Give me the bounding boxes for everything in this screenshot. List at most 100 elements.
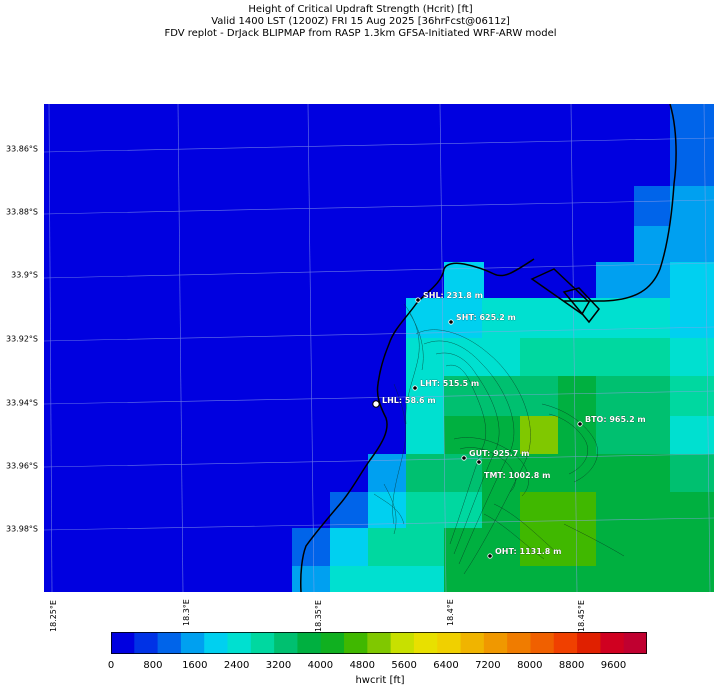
- colorbar-tick-label: 1600: [182, 660, 208, 671]
- colorbar-swatch: [250, 632, 275, 654]
- hcrit-cell: [444, 566, 714, 592]
- hcrit-cell: [670, 104, 714, 136]
- colorbar-swatch: [600, 632, 625, 654]
- lat-label: 33.92°S: [6, 334, 38, 344]
- station-label: SHL: 231.8 m: [423, 291, 483, 300]
- station-label: OHT: 1131.8 m: [495, 547, 562, 556]
- hcrit-cell: [368, 492, 406, 528]
- colorbar-swatch: [507, 632, 531, 654]
- colorbar-swatch: [553, 632, 578, 654]
- hcrit-cell: [406, 338, 520, 376]
- colorbar-tick-label: 5600: [391, 660, 417, 671]
- hcrit-cell: [292, 528, 330, 566]
- map-source: FDV replot - DrJack BLIPMAP from RASP 1.…: [164, 28, 557, 39]
- colorbar-swatch: [297, 632, 322, 654]
- colorbar-tick-label: 8800: [558, 660, 585, 671]
- colorbar-swatch: [367, 632, 392, 654]
- map-frame[interactable]: SHL: 231.8 m SHT: 625.2 m LHT: 515.5 m LHL:…: [44, 104, 714, 592]
- station-label: TMT: 1002.8 m: [484, 471, 550, 480]
- lat-label: 33.88°S: [6, 207, 38, 217]
- lat-label: 33.9°S: [11, 270, 38, 280]
- colorbar-swatch: [437, 632, 462, 654]
- lat-label: 33.96°S: [6, 461, 38, 471]
- hcrit-cell: [670, 186, 714, 226]
- hcrit-cell: [482, 492, 520, 528]
- colorbar-border: [111, 632, 647, 654]
- hcrit-cell: [596, 492, 714, 528]
- terrain-contours: [373, 303, 625, 575]
- hcrit-cell: [558, 416, 596, 454]
- lat-label: 33.94°S: [6, 398, 38, 408]
- hcrit-cell: [670, 416, 714, 454]
- lon-label: 18.35°E: [314, 600, 323, 632]
- lat-label: 33.86°S: [6, 144, 38, 154]
- station-marker[interactable]: [476, 459, 482, 465]
- colorbar-tick-label: 2400: [223, 660, 250, 671]
- lon-label: 18.25°E: [49, 600, 58, 632]
- station-marker[interactable]: [461, 455, 467, 461]
- hcrit-cell: [406, 492, 482, 528]
- lon-label: 18.4°E: [446, 599, 455, 626]
- colorbar-swatch: [413, 632, 438, 654]
- colorbar-swatch: [320, 632, 345, 654]
- hcrit-cell: [292, 566, 330, 592]
- station-marker[interactable]: [412, 385, 418, 391]
- colorbar-swatch: [483, 632, 508, 654]
- colorbar-tick-label: 4800: [349, 660, 376, 671]
- colorbar-tick-label: 800: [143, 660, 163, 671]
- hcrit-cell: [670, 298, 714, 338]
- hcrit-map[interactable]: SHL: 231.8 m SHT: 625.2 m LHT: 515.5 m LHL:…: [44, 104, 714, 592]
- colorbar-swatch: [274, 632, 298, 654]
- hcrit-cell: [330, 566, 444, 592]
- colorbar-tick-label: 0: [107, 660, 115, 671]
- hcrit-cell: [520, 416, 558, 454]
- hcrit-cell: [670, 376, 714, 416]
- station-label: BTO: 965.2 m: [585, 415, 646, 424]
- lon-label: 18.3°E: [182, 599, 191, 626]
- station-marker[interactable]: [487, 553, 493, 559]
- hcrit-cell: [634, 186, 672, 228]
- colorbar-swatch: [157, 632, 182, 654]
- hcrit-cell: [596, 528, 714, 566]
- colorbar-swatch: [227, 632, 252, 654]
- colorbar-swatches: [111, 632, 648, 654]
- hcrit-cell: [368, 528, 444, 566]
- colorbar-swatch: [111, 632, 135, 654]
- hcrit-cell: [670, 262, 714, 302]
- hcrit-cell: [406, 376, 444, 416]
- station-marker[interactable]: [448, 319, 454, 325]
- coastline: [300, 104, 677, 592]
- station-label: LHT: 515.5 m: [420, 379, 479, 388]
- station-markers: SHL: 231.8 m SHT: 625.2 m LHT: 515.5 m LHL:…: [372, 291, 646, 559]
- colorbar-tick-label: 9600: [600, 660, 627, 671]
- station-marker[interactable]: [577, 421, 583, 427]
- station-marker[interactable]: [372, 400, 380, 408]
- hcrit-cell: [634, 226, 714, 262]
- station-label: GUT: 925.7 m: [469, 449, 530, 458]
- hcrit-cell: [444, 416, 520, 454]
- hcrit-cell: [520, 492, 596, 528]
- hcrit-cell: [520, 338, 596, 376]
- map-valid-time: Valid 1400 LST (1200Z) FRI 15 Aug 2025 […: [211, 16, 510, 27]
- colorbar-swatch: [460, 632, 485, 654]
- hcrit-cell: [596, 298, 670, 338]
- colorbar-tick-label: 3200: [265, 660, 292, 671]
- hcrit-cell: [596, 338, 670, 376]
- hcrit-cell: [330, 492, 368, 528]
- title-block: Height of Critical Updraft Strength (Hcr…: [0, 4, 721, 40]
- colorbar-swatch: [134, 632, 159, 654]
- colorbar-swatch: [623, 632, 648, 654]
- hcrit-cell: [406, 416, 444, 454]
- station-marker[interactable]: [415, 297, 421, 303]
- hcrit-cell: [670, 454, 714, 492]
- map-title: Height of Critical Updraft Strength (Hcr…: [248, 4, 473, 15]
- colorbar-swatch: [577, 632, 601, 654]
- colorbar-swatch: [180, 632, 205, 654]
- hcrit-cell: [368, 454, 406, 492]
- lat-label: 33.98°S: [6, 524, 38, 534]
- hcrit-cell: [670, 136, 714, 186]
- colorbar-swatch: [390, 632, 415, 654]
- hcrit-cell: [520, 528, 596, 566]
- colorbar-tick-label: 4000: [307, 660, 334, 671]
- colorbar-label: hwcrit [ft]: [355, 675, 405, 686]
